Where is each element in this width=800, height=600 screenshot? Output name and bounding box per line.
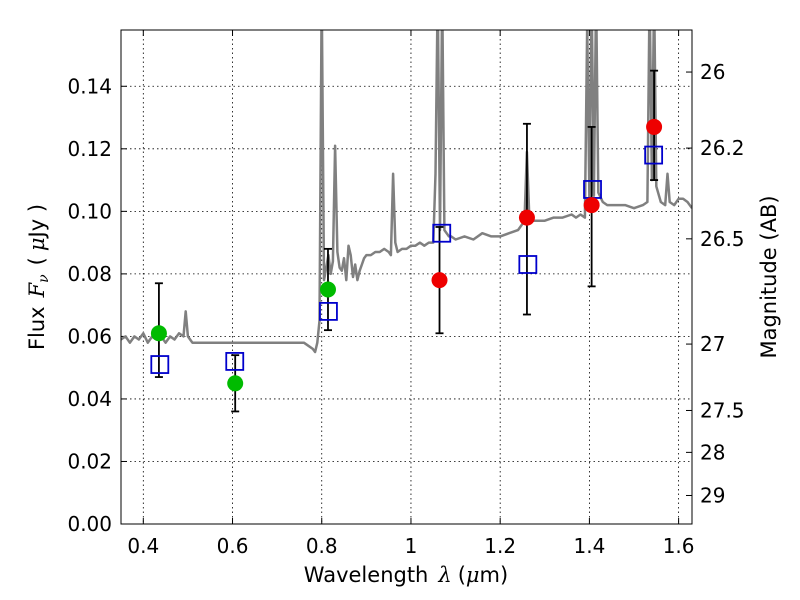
x-axis-symbol: λ: [437, 563, 451, 587]
plot-area: [121, 30, 692, 354]
mag-tick-label: 27: [700, 332, 725, 356]
model-flux-square-marker: [644, 145, 664, 165]
model-flux-square-marker: [518, 255, 538, 274]
right-axis-title: Magnitude (AB): [757, 195, 781, 358]
red-observed-flux-point: [583, 197, 600, 214]
x-tick-label: 0.6: [217, 534, 249, 558]
y-axis-symbol: F: [25, 281, 49, 298]
x-axis-unit-mu: μ: [466, 563, 480, 587]
axis-ticks: [121, 30, 692, 525]
x-tick-label: 1.6: [663, 534, 695, 558]
grid-lines: [121, 30, 692, 524]
green-observed-flux-point: [150, 325, 167, 342]
green-observed-flux-point: [227, 375, 244, 392]
red-observed-flux-point: [518, 209, 535, 226]
mag-tick-label: 29: [700, 483, 725, 507]
mag-tick-label: 26.5: [700, 227, 745, 251]
red-observed-flux-point: [646, 118, 663, 135]
green-observed-flux-point: [319, 281, 336, 298]
error-bars: [154, 69, 659, 413]
x-tick-label: 1.2: [484, 534, 516, 558]
data-markers: [150, 118, 664, 392]
y-axis-title: Flux Fν ( μJy ): [25, 204, 52, 350]
x-tick-label: 0.8: [306, 534, 338, 558]
x-axis-title-text: Wavelength: [304, 563, 429, 587]
y-tick-label: 0.04: [67, 387, 112, 411]
mag-tick-label: 27.5: [700, 398, 745, 422]
y-axis-subscript: ν: [36, 274, 52, 283]
mag-tick-label: 26: [700, 60, 725, 84]
y-axis-unit-mu: μ: [25, 237, 49, 251]
y-tick-label: 0.14: [67, 74, 112, 98]
model-spectrum-line: [121, 30, 692, 354]
x-tick-label: 0.4: [127, 534, 159, 558]
model-flux-square-marker: [225, 352, 245, 371]
y-tick-label: 0.06: [67, 324, 112, 348]
red-observed-flux-point: [431, 272, 448, 289]
model-flux-square-marker: [432, 223, 452, 243]
y-axis-unit-rest: Jy ): [25, 204, 49, 240]
mag-tick-label: 26.2: [700, 136, 745, 160]
x-tick-label: 1.4: [573, 534, 605, 558]
y-tick-label: 0.02: [67, 449, 112, 473]
model-flux-square-marker: [150, 355, 170, 374]
x-axis-unit-open: (: [458, 563, 466, 587]
x-axis-unit-rest: m): [480, 563, 509, 587]
x-tick-label: 1: [405, 534, 418, 558]
mag-tick-label: 28: [700, 440, 725, 464]
y-tick-label: 0.00: [67, 512, 112, 536]
y-tick-label: 0.10: [67, 199, 112, 223]
plot-frame: [120, 29, 693, 525]
tick-labels: 0.4 0.6 0.8 1 1.2 1.4 1.6 0.00 0.02 0.04 0.06 0.08 0…: [67, 60, 744, 558]
model-flux-square-marker: [319, 301, 338, 321]
y-axis-unit-open: (: [25, 257, 49, 265]
x-axis-title: Wavelength λ (μm): [304, 563, 508, 587]
y-axis-title-text: Flux: [25, 306, 49, 350]
y-tick-label: 0.12: [67, 137, 112, 161]
y-tick-label: 0.08: [67, 262, 112, 286]
